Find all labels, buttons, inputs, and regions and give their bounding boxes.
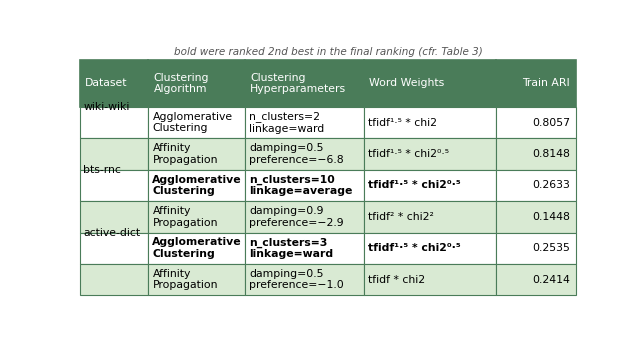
Bar [495,233,576,264]
Text: Dataset: Dataset [85,79,127,89]
Bar [148,233,245,264]
Text: tfidf¹·⁵ * chi2⁰·⁵: tfidf¹·⁵ * chi2⁰·⁵ [368,243,461,253]
Text: Word Weights: Word Weights [369,79,444,89]
Bar [495,201,576,233]
Bar [364,170,495,201]
Text: n_clusters=2
linkage=ward: n_clusters=2 linkage=ward [249,111,324,134]
Text: Clustering
Algorithm: Clustering Algorithm [154,73,209,94]
Bar [364,138,495,170]
Text: tfidf¹·⁵ * chi2⁰·⁵: tfidf¹·⁵ * chi2⁰·⁵ [368,180,461,190]
Text: 0.1448: 0.1448 [532,212,570,222]
Text: tfidf² * chi2²: tfidf² * chi2² [368,212,434,222]
Bar [148,60,245,107]
Bar [148,264,245,295]
Bar [364,264,495,295]
Text: Agglomerative
Clustering: Agglomerative Clustering [152,112,232,133]
Bar [245,107,364,138]
Bar [495,264,576,295]
Text: 0.2414: 0.2414 [532,275,570,285]
Bar [80,107,148,138]
Bar [495,170,576,201]
Bar [148,107,245,138]
Text: tfidf * chi2: tfidf * chi2 [368,275,426,285]
Bar [148,201,245,233]
Bar [495,138,576,170]
Bar [364,233,495,264]
Text: active-dict: active-dict [83,228,141,238]
Text: damping=0.5
preference=−6.8: damping=0.5 preference=−6.8 [249,143,344,165]
Text: Clustering
Hyperparameters: Clustering Hyperparameters [250,73,346,94]
Bar [495,107,576,138]
Text: wiki-wiki: wiki-wiki [83,102,130,112]
Bar [80,138,148,170]
Text: Train ARI: Train ARI [522,79,570,89]
Text: n_clusters=10
linkage=average: n_clusters=10 linkage=average [249,174,353,196]
Bar [364,201,495,233]
Bar [148,138,245,170]
Text: Agglomerative
Clustering: Agglomerative Clustering [152,237,242,259]
Text: tfidf¹·⁵ * chi2⁰·⁵: tfidf¹·⁵ * chi2⁰·⁵ [368,149,449,159]
Text: 0.2535: 0.2535 [532,243,570,253]
Bar [80,233,148,264]
Bar [364,107,495,138]
Bar [245,233,364,264]
Text: damping=0.9
preference=−2.9: damping=0.9 preference=−2.9 [249,206,344,228]
Bar [80,60,148,107]
Bar [245,170,364,201]
Text: bold were ranked 2nd best in the final ranking (cfr. Table 3): bold were ranked 2nd best in the final r… [173,47,483,57]
Text: 0.8057: 0.8057 [532,118,570,128]
Bar [80,170,148,201]
Bar [245,138,364,170]
Text: 0.2633: 0.2633 [532,180,570,190]
Bar [245,60,364,107]
Bar [495,60,576,107]
Bar [80,264,148,295]
Text: damping=0.5
preference=−1.0: damping=0.5 preference=−1.0 [249,269,344,291]
Bar [364,60,495,107]
Text: bts-rnc: bts-rnc [83,165,122,175]
Bar [245,264,364,295]
Bar [245,201,364,233]
Text: Affinity
Propagation: Affinity Propagation [152,143,218,165]
Text: 0.8148: 0.8148 [532,149,570,159]
Text: n_clusters=3
linkage=ward: n_clusters=3 linkage=ward [249,237,333,259]
Bar [148,170,245,201]
Text: Agglomerative
Clustering: Agglomerative Clustering [152,175,242,196]
Bar [80,201,148,233]
Text: tfidf¹·⁵ * chi2: tfidf¹·⁵ * chi2 [368,118,437,128]
Text: Affinity
Propagation: Affinity Propagation [152,269,218,291]
Text: Affinity
Propagation: Affinity Propagation [152,206,218,228]
